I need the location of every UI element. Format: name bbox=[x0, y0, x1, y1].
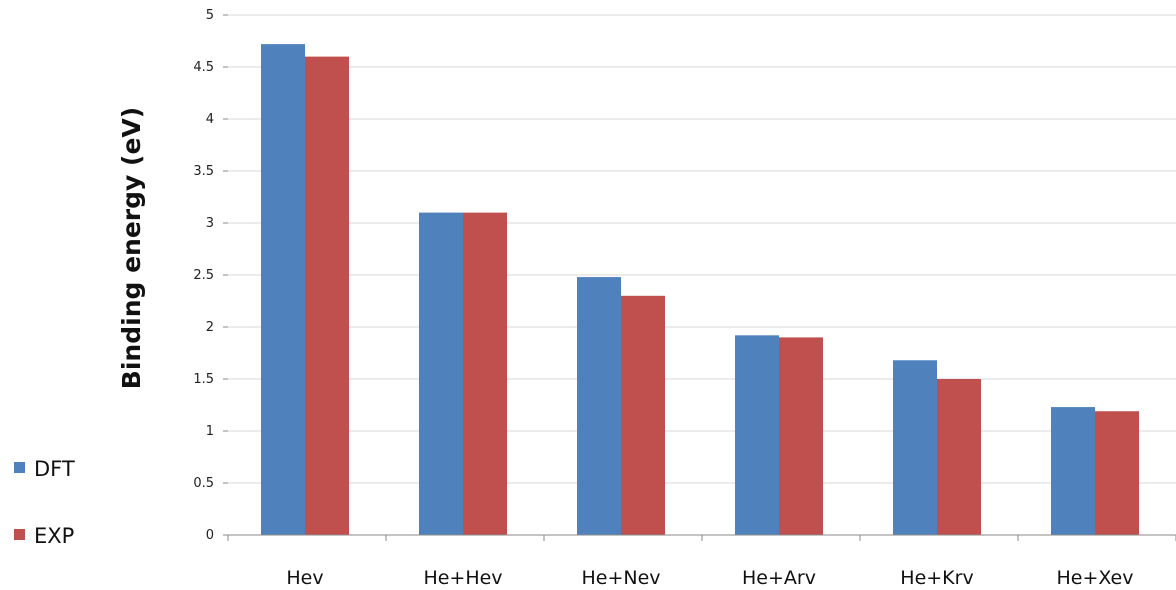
category-label: He+Krv bbox=[900, 567, 973, 589]
bar-exp bbox=[463, 212, 507, 535]
y-tick-label: 3.5 bbox=[193, 164, 214, 179]
bar-dft bbox=[577, 277, 621, 535]
category-labels: Hev He+Hev He+Nev He+Arv He+Krv He+Xev bbox=[286, 567, 1133, 589]
category-label: Hev bbox=[286, 567, 323, 589]
y-tick-label: 1.5 bbox=[193, 372, 214, 387]
y-tick-label: 3 bbox=[206, 216, 214, 231]
y-tick-label: 0 bbox=[206, 528, 214, 543]
gridlines bbox=[223, 14, 1176, 536]
y-tick-label: 0.5 bbox=[193, 476, 214, 491]
bar-dft bbox=[735, 335, 779, 535]
bar-exp bbox=[937, 379, 981, 535]
category-label: He+Hev bbox=[423, 567, 502, 589]
x-tick-marks bbox=[227, 535, 1176, 541]
category-label: He+Arv bbox=[742, 567, 816, 589]
category-label: He+Xev bbox=[1057, 567, 1134, 589]
legend-swatch-exp bbox=[14, 529, 25, 540]
legend-label-exp: EXP bbox=[34, 524, 74, 548]
category-label: He+Nev bbox=[581, 567, 660, 589]
bar-dft bbox=[1051, 407, 1095, 535]
bar-dft bbox=[261, 44, 305, 536]
y-tick-label: 1 bbox=[206, 424, 214, 439]
bar-exp bbox=[621, 295, 665, 535]
y-tick-labels: 0 0.5 1 1.5 2 2.5 3 3.5 4 4.5 5 bbox=[193, 8, 214, 543]
bar-exp bbox=[305, 56, 349, 535]
y-tick-label: 2 bbox=[206, 320, 214, 335]
bar-dft bbox=[893, 360, 937, 535]
bar-dft bbox=[419, 212, 463, 535]
y-axis-label: Binding energy (eV) bbox=[117, 107, 146, 389]
bars bbox=[261, 44, 1139, 536]
y-tick-label: 2.5 bbox=[193, 268, 214, 283]
y-tick-label: 4 bbox=[206, 112, 214, 127]
legend-swatch-dft bbox=[14, 462, 25, 473]
bar-exp bbox=[779, 337, 823, 535]
y-tick-label: 5 bbox=[206, 8, 214, 23]
bar-exp bbox=[1095, 411, 1139, 535]
y-tick-label: 4.5 bbox=[193, 60, 214, 75]
legend: DFT EXP bbox=[14, 457, 75, 548]
legend-label-dft: DFT bbox=[34, 457, 75, 481]
